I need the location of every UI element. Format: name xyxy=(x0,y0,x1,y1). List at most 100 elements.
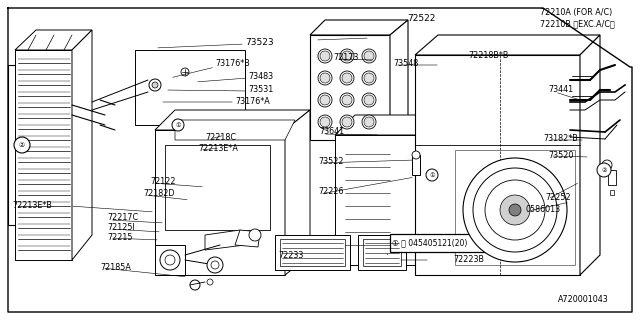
Circle shape xyxy=(340,93,354,107)
Polygon shape xyxy=(72,30,92,260)
Text: 72213E*A: 72213E*A xyxy=(198,143,238,153)
Circle shape xyxy=(190,280,200,290)
Polygon shape xyxy=(415,35,600,55)
Polygon shape xyxy=(285,110,310,275)
Text: 72223B: 72223B xyxy=(453,254,484,263)
Circle shape xyxy=(207,257,223,273)
Circle shape xyxy=(364,95,374,105)
Text: 72218C: 72218C xyxy=(205,132,236,141)
Polygon shape xyxy=(335,135,480,265)
Text: ① ⓢ 045405121(20): ① ⓢ 045405121(20) xyxy=(392,238,467,247)
Polygon shape xyxy=(155,110,310,130)
Text: 72210A (FOR A/C): 72210A (FOR A/C) xyxy=(540,7,612,17)
Circle shape xyxy=(342,51,352,61)
Polygon shape xyxy=(390,20,408,140)
Text: 72173: 72173 xyxy=(333,52,358,61)
Text: 72215: 72215 xyxy=(107,234,132,243)
Text: 72252: 72252 xyxy=(545,193,571,202)
Text: ①: ① xyxy=(175,123,181,127)
Circle shape xyxy=(597,163,611,177)
Circle shape xyxy=(14,137,30,153)
Text: 72217C: 72217C xyxy=(107,213,138,222)
Text: 72213E*B: 72213E*B xyxy=(12,201,52,210)
Text: ①: ① xyxy=(429,172,435,178)
Bar xyxy=(280,239,345,266)
Circle shape xyxy=(362,93,376,107)
Text: 73523: 73523 xyxy=(245,37,274,46)
Circle shape xyxy=(149,79,161,91)
Circle shape xyxy=(320,51,330,61)
Bar xyxy=(608,170,616,185)
Circle shape xyxy=(318,115,332,129)
Circle shape xyxy=(500,195,530,225)
Circle shape xyxy=(342,117,352,127)
Text: 72233: 72233 xyxy=(278,252,303,260)
Text: 72182D: 72182D xyxy=(143,188,175,197)
Circle shape xyxy=(342,95,352,105)
Circle shape xyxy=(473,168,557,252)
Circle shape xyxy=(340,115,354,129)
Circle shape xyxy=(318,93,332,107)
Polygon shape xyxy=(580,35,600,275)
Polygon shape xyxy=(480,115,500,265)
Circle shape xyxy=(249,229,261,241)
Text: 72218B*B: 72218B*B xyxy=(468,51,508,60)
Text: 72122: 72122 xyxy=(150,177,175,186)
Bar xyxy=(358,235,406,270)
Polygon shape xyxy=(165,145,270,230)
Circle shape xyxy=(602,160,612,170)
Text: A720001043: A720001043 xyxy=(558,295,609,305)
Circle shape xyxy=(152,82,158,88)
Text: 72210B 〈EXC.A/C〉: 72210B 〈EXC.A/C〉 xyxy=(540,20,615,28)
Text: 73483: 73483 xyxy=(248,71,273,81)
Circle shape xyxy=(364,117,374,127)
Text: 72226: 72226 xyxy=(318,188,344,196)
Polygon shape xyxy=(310,20,408,35)
Circle shape xyxy=(318,49,332,63)
Text: 73182*B: 73182*B xyxy=(543,133,578,142)
Polygon shape xyxy=(15,30,92,50)
Bar xyxy=(412,155,420,175)
Text: 73641: 73641 xyxy=(319,126,344,135)
Circle shape xyxy=(362,71,376,85)
Text: 73522: 73522 xyxy=(318,156,344,165)
Text: 73441: 73441 xyxy=(548,84,573,93)
Text: 0586013: 0586013 xyxy=(525,205,560,214)
Circle shape xyxy=(364,73,374,83)
Circle shape xyxy=(342,73,352,83)
Circle shape xyxy=(463,158,567,262)
Polygon shape xyxy=(310,35,390,140)
Polygon shape xyxy=(155,245,185,275)
Circle shape xyxy=(181,68,189,76)
Circle shape xyxy=(340,49,354,63)
Polygon shape xyxy=(235,230,260,247)
Text: ②: ② xyxy=(19,142,25,148)
Circle shape xyxy=(172,119,184,131)
Polygon shape xyxy=(155,130,285,275)
Text: ②: ② xyxy=(601,167,607,172)
Polygon shape xyxy=(15,50,72,260)
Text: 73520: 73520 xyxy=(548,150,573,159)
Circle shape xyxy=(211,261,219,269)
Circle shape xyxy=(412,151,420,159)
Text: 72185A: 72185A xyxy=(100,262,131,271)
Bar xyxy=(610,190,614,195)
Polygon shape xyxy=(415,55,580,275)
Polygon shape xyxy=(205,230,245,250)
Circle shape xyxy=(364,51,374,61)
Bar xyxy=(363,239,401,266)
Text: 73176*A: 73176*A xyxy=(235,97,269,106)
Circle shape xyxy=(320,73,330,83)
Text: 72125I: 72125I xyxy=(107,223,135,233)
Text: 72522: 72522 xyxy=(407,13,435,22)
Circle shape xyxy=(320,117,330,127)
Bar xyxy=(135,50,245,125)
Polygon shape xyxy=(455,150,575,265)
Circle shape xyxy=(362,115,376,129)
Circle shape xyxy=(320,95,330,105)
Text: 73531: 73531 xyxy=(248,84,273,93)
Circle shape xyxy=(509,204,521,216)
Polygon shape xyxy=(335,115,500,135)
Circle shape xyxy=(207,279,213,285)
Circle shape xyxy=(165,255,175,265)
